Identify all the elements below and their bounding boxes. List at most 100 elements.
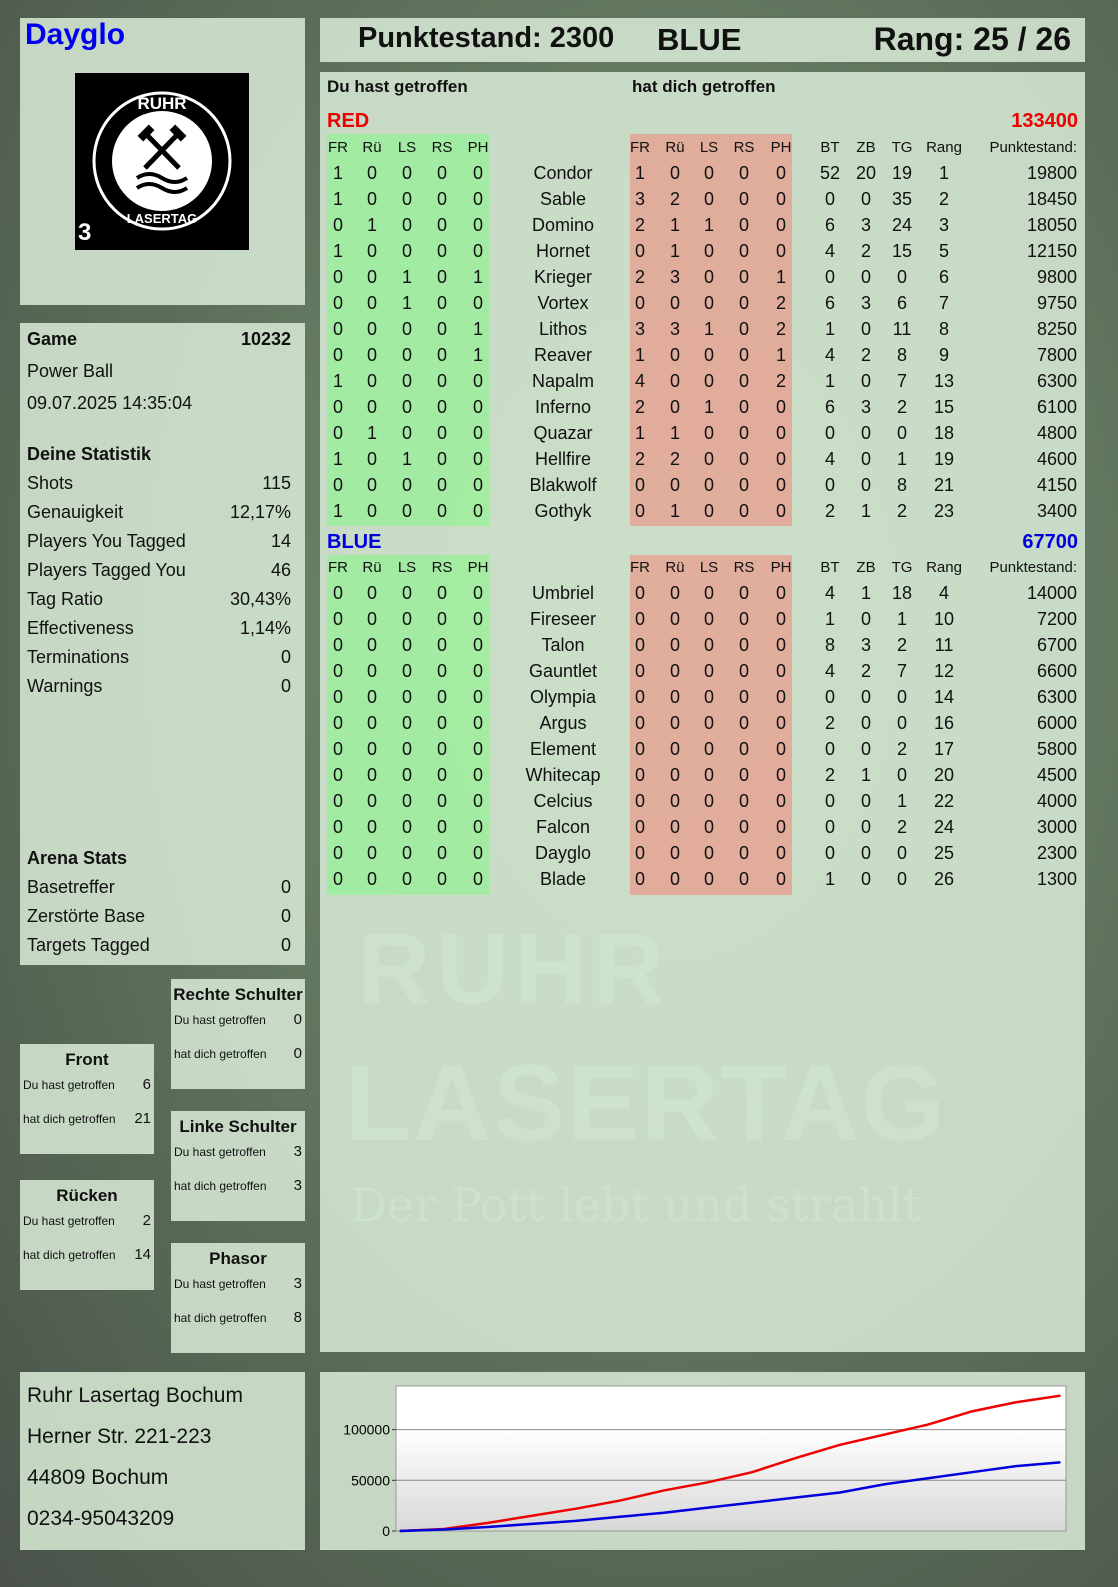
game-mode-row: Power Ball	[27, 361, 291, 382]
player-panel: Dayglo RUHR LASERTAG 3	[20, 18, 305, 305]
player-team: BLUE	[657, 22, 742, 57]
zone-rechte-schulter: Rechte Schulter Du hast getroffen 0 hat dic…	[171, 979, 305, 1089]
svg-text:3: 3	[78, 219, 91, 246]
zone-you-label: Du hast getroffen	[174, 1013, 266, 1027]
series-point-1	[927, 1477, 929, 1480]
arena-label: Targets Tagged	[27, 935, 150, 955]
game-datetime-row: 09.07.2025 14:35:04	[27, 393, 291, 414]
series-point-1	[443, 1528, 445, 1531]
stats-title-row: Deine Statistik	[27, 444, 291, 465]
series-point-1	[971, 1471, 973, 1473]
stat-row: Shots 115	[27, 473, 291, 494]
series-point-1	[707, 1506, 709, 1509]
header-bar: Punktestand: 2300 BLUE Rang: 25 / 26	[320, 18, 1085, 62]
stat-value: 12,17%	[229, 502, 291, 522]
stat-label: Players You Tagged	[27, 531, 186, 551]
game-number: 10232	[240, 329, 291, 349]
zone-you-value: 3	[293, 1143, 302, 1160]
series-point-1	[795, 1496, 797, 1499]
stats-panel: Game 10232 Power Ball 09.07.2025 14:35:04…	[20, 323, 305, 965]
arena-title-row: Arena Stats	[27, 848, 291, 869]
zone-them-value: 8	[293, 1309, 302, 1326]
zone-them-value: 21	[134, 1110, 151, 1127]
stat-row: Players Tagged You 46	[27, 560, 291, 581]
series-point-0	[1015, 1401, 1017, 1404]
series-line-0	[399, 1394, 1061, 1533]
zone-them-value: 3	[293, 1177, 302, 1194]
series-point-0	[751, 1471, 753, 1473]
series-point-0	[971, 1410, 973, 1413]
address-line: Herner Str. 221-223	[27, 1425, 212, 1448]
stat-label: Genauigkeit	[27, 502, 124, 522]
game-row: Game 10232	[27, 329, 291, 350]
address-line: 44809 Bochum	[27, 1466, 169, 1489]
arena-row: Zerstörte Base 0	[27, 906, 291, 927]
address-line: Ruhr Lasertag Bochum	[27, 1384, 243, 1407]
zone-title: Phasor	[209, 1249, 267, 1268]
zone-you-value: 0	[293, 1011, 302, 1028]
zone-title: Linke Schulter	[179, 1117, 297, 1136]
series-point-0	[795, 1457, 797, 1459]
zone-linke-schulter: Linke Schulter Du hast getroffen 3 hat dich…	[171, 1111, 305, 1221]
zone-you-value: 3	[293, 1275, 302, 1292]
zone-them-label: hat dich getroffen	[174, 1047, 267, 1061]
zone-them-value: 0	[293, 1045, 302, 1062]
series-point-1	[619, 1516, 621, 1518]
zone-them-label: hat dich getroffen	[23, 1248, 116, 1262]
arena-value: 0	[280, 906, 291, 926]
stat-label: Warnings	[27, 676, 103, 696]
series-point-0	[839, 1444, 841, 1446]
address-line: 0234-95043209	[27, 1507, 175, 1530]
stat-label: Players Tagged You	[27, 560, 186, 580]
series-point-0	[927, 1423, 929, 1426]
y-tick-label: 50000	[351, 1472, 390, 1488]
logo: RUHR LASERTAG 3	[75, 73, 249, 250]
series-point-1	[751, 1501, 753, 1504]
chart-panel: 0 50000 100000	[320, 1372, 1085, 1550]
stat-row: Players You Tagged 14	[27, 531, 291, 552]
arena-title: Arena Stats	[27, 848, 128, 868]
zone-you-label: Du hast getroffen	[174, 1145, 266, 1159]
stat-value: 0	[280, 676, 291, 696]
series-point-0	[707, 1481, 709, 1484]
zone-you-label: Du hast getroffen	[174, 1277, 266, 1291]
y-tick-label: 0	[382, 1523, 390, 1539]
stat-value: 14	[270, 531, 291, 551]
zone-phasor: Phasor Du hast getroffen 3 hat dich getroff…	[171, 1243, 305, 1353]
stat-label: Terminations	[27, 647, 130, 667]
series-line-1	[399, 1461, 1061, 1533]
stat-label: Tag Ratio	[27, 589, 104, 609]
svg-text:RUHR: RUHR	[137, 94, 186, 113]
stat-row: Warnings 0	[27, 676, 291, 697]
scoreboard-panel	[320, 72, 1085, 1352]
stat-value: 0	[280, 647, 291, 667]
zone-you-label: Du hast getroffen	[23, 1214, 115, 1228]
stat-value: 30,43%	[229, 589, 291, 609]
svg-text:LASERTAG: LASERTAG	[127, 211, 198, 226]
arena-value: 0	[280, 877, 291, 897]
series-point-0	[1059, 1394, 1061, 1397]
arena-value: 0	[280, 935, 291, 955]
arena-row: Targets Tagged 0	[27, 935, 291, 956]
player-score: Punktestand: 2300	[358, 22, 615, 54]
stat-row: Effectiveness 1,14%	[27, 618, 291, 639]
plot-area	[395, 1385, 1067, 1532]
series-point-0	[531, 1514, 533, 1517]
series-point-1	[1059, 1461, 1061, 1464]
zone-them-label: hat dich getroffen	[23, 1112, 116, 1126]
series-point-0	[487, 1522, 489, 1524]
series-point-1	[575, 1520, 577, 1522]
stat-row: Tag Ratio 30,43%	[27, 589, 291, 610]
zone-them-label: hat dich getroffen	[174, 1179, 267, 1193]
series-point-0	[575, 1507, 577, 1510]
zone-front: Front Du hast getroffen 6 hat dich getroffe…	[20, 1044, 154, 1154]
zone-title: Rechte Schulter	[173, 985, 303, 1004]
stat-label: Shots	[27, 473, 74, 493]
stats-title: Deine Statistik	[27, 444, 152, 464]
stat-value: 46	[270, 560, 291, 580]
series-point-1	[663, 1511, 665, 1514]
zone-you-value: 6	[142, 1076, 151, 1093]
player-name: Dayglo	[25, 18, 126, 51]
stat-row: Terminations 0	[27, 647, 291, 668]
stat-label: Effectiveness	[27, 618, 134, 638]
